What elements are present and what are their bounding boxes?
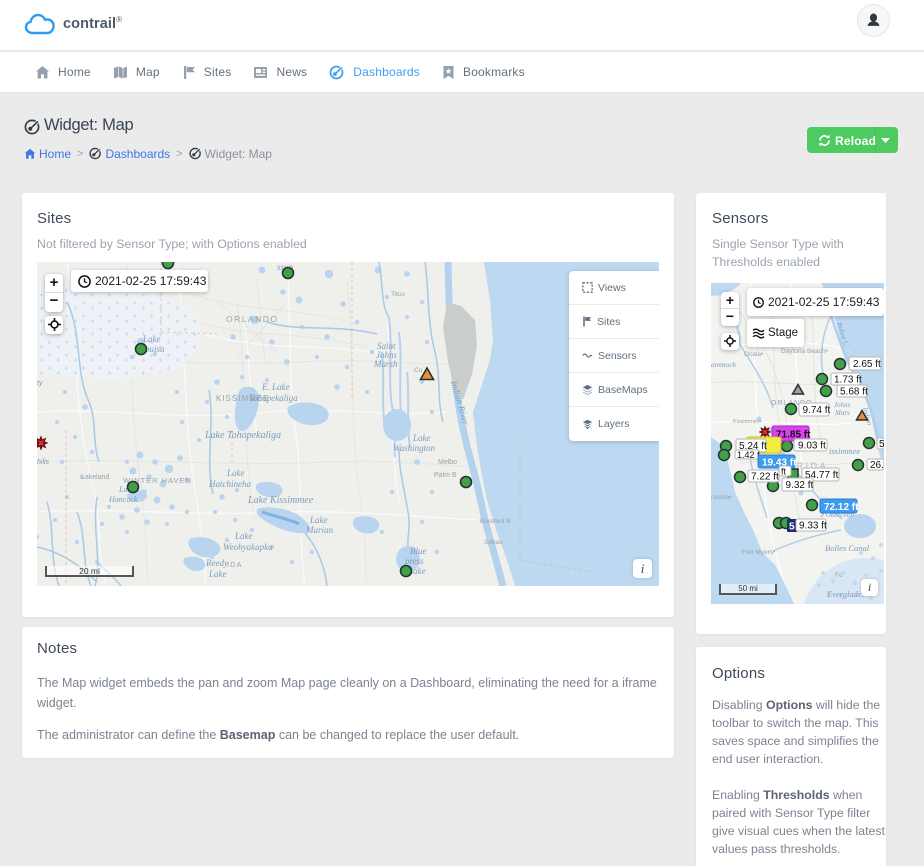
svg-text:issimmee: issimmee xyxy=(829,446,860,456)
svg-text:KISSIMMEE: KISSIMMEE xyxy=(216,394,269,403)
svg-text:hills: hills xyxy=(37,459,50,466)
svg-text:9.03 ft: 9.03 ft xyxy=(798,441,826,452)
svg-text:Lakeland: Lakeland xyxy=(81,474,110,481)
svg-text:ORLANDO: ORLANDO xyxy=(226,314,279,324)
svg-text:press: press xyxy=(404,556,424,566)
svg-text:Ocala•: Ocala• xyxy=(744,351,764,358)
svg-text:9.74 ft: 9.74 ft xyxy=(803,405,831,416)
svg-text:Lake Tohopekaliga: Lake Tohopekaliga xyxy=(204,430,281,441)
svg-text:ft: ft xyxy=(781,467,787,477)
svg-text:Lake: Lake xyxy=(142,334,161,344)
svg-text:Barefoot B: Barefoot B xyxy=(480,518,511,525)
svg-text:Fo: Fo xyxy=(835,572,843,579)
svg-text:72.12 ft: 72.12 ft xyxy=(824,502,859,513)
svg-text:Johns: Johns xyxy=(376,350,397,360)
svg-text:Washington: Washington xyxy=(393,443,436,453)
svg-text:5: 5 xyxy=(789,522,795,533)
svg-text:Blue: Blue xyxy=(410,546,427,556)
svg-text:rasota•: rasota• xyxy=(711,494,732,501)
svg-text:Lake: Lake xyxy=(412,433,431,443)
svg-text:Fort Myers•: Fort Myers• xyxy=(742,549,776,556)
svg-text:WINTER HAVEN: WINTER HAVEN xyxy=(123,476,192,485)
svg-text:Melbo: Melbo xyxy=(438,459,457,466)
svg-text:ouisa: ouisa xyxy=(145,344,165,354)
svg-text:54.77 ft: 54.77 ft xyxy=(805,470,839,481)
svg-text:Titus: Titus xyxy=(391,291,406,298)
svg-text:La: La xyxy=(118,485,127,494)
svg-text:Daytona Beach•: Daytona Beach• xyxy=(781,348,828,355)
svg-text:7.22 ft: 7.22 ft xyxy=(751,472,779,483)
svg-text:Lake: Lake xyxy=(309,515,328,525)
svg-text:Marian: Marian xyxy=(305,525,334,535)
svg-text:ORIDA: ORIDA xyxy=(787,461,828,471)
svg-text:Lake: Lake xyxy=(208,569,227,579)
svg-text:Kissimmee•: Kissimmee• xyxy=(733,419,762,425)
svg-text:5.68 ft: 5.68 ft xyxy=(840,387,868,398)
svg-text:e Okeechob: e Okeechob xyxy=(821,511,854,519)
svg-text:Sebas: Sebas xyxy=(484,539,503,546)
svg-text:ssup: ssup xyxy=(277,262,294,272)
svg-text:Lake: Lake xyxy=(234,531,253,541)
svg-text:Co: Co xyxy=(414,367,423,374)
svg-text:19.43 ft: 19.43 ft xyxy=(762,458,797,469)
svg-text:ty: ty xyxy=(37,380,43,387)
svg-text:Palm B: Palm B xyxy=(434,472,457,479)
svg-text:Lake: Lake xyxy=(226,468,245,478)
svg-text:E. Lake: E. Lake xyxy=(261,382,290,392)
svg-text:Tohopekaliga: Tohopekaliga xyxy=(249,393,298,403)
svg-text:Johns: Johns xyxy=(834,401,851,409)
svg-text:Weohyakapka: Weohyakapka xyxy=(223,542,273,552)
svg-text:Lake Kissimmee: Lake Kissimmee xyxy=(247,495,314,506)
svg-text:5: 5 xyxy=(879,439,884,450)
svg-text:Saint: Saint xyxy=(377,341,396,351)
svg-text:Hatchineha: Hatchineha xyxy=(208,479,251,489)
svg-text:26.1: 26.1 xyxy=(870,460,884,471)
svg-text:Hancock: Hancock xyxy=(108,495,138,504)
svg-text:9.32 ft: 9.32 ft xyxy=(786,480,814,491)
svg-text:Bolles Canal: Bolles Canal xyxy=(825,543,870,553)
svg-text:Reedy: Reedy xyxy=(205,558,228,568)
svg-text:Everglades: Everglades xyxy=(826,589,866,599)
svg-text:ammock: ammock xyxy=(711,360,737,369)
svg-text:71.85 ft: 71.85 ft xyxy=(776,430,811,441)
svg-text:1.42 f: 1.42 f xyxy=(737,450,760,460)
svg-text:5.24 ft: 5.24 ft xyxy=(739,441,767,452)
svg-text:Mars: Mars xyxy=(834,409,850,417)
svg-text:1.73 ft: 1.73 ft xyxy=(834,375,862,386)
svg-text:2.65 ft: 2.65 ft xyxy=(853,359,881,370)
svg-text:Marsh: Marsh xyxy=(373,359,398,369)
svg-text:IDA: IDA xyxy=(227,560,243,569)
svg-text:9.33 ft: 9.33 ft xyxy=(799,521,827,532)
svg-text:Lake: Lake xyxy=(407,566,426,576)
